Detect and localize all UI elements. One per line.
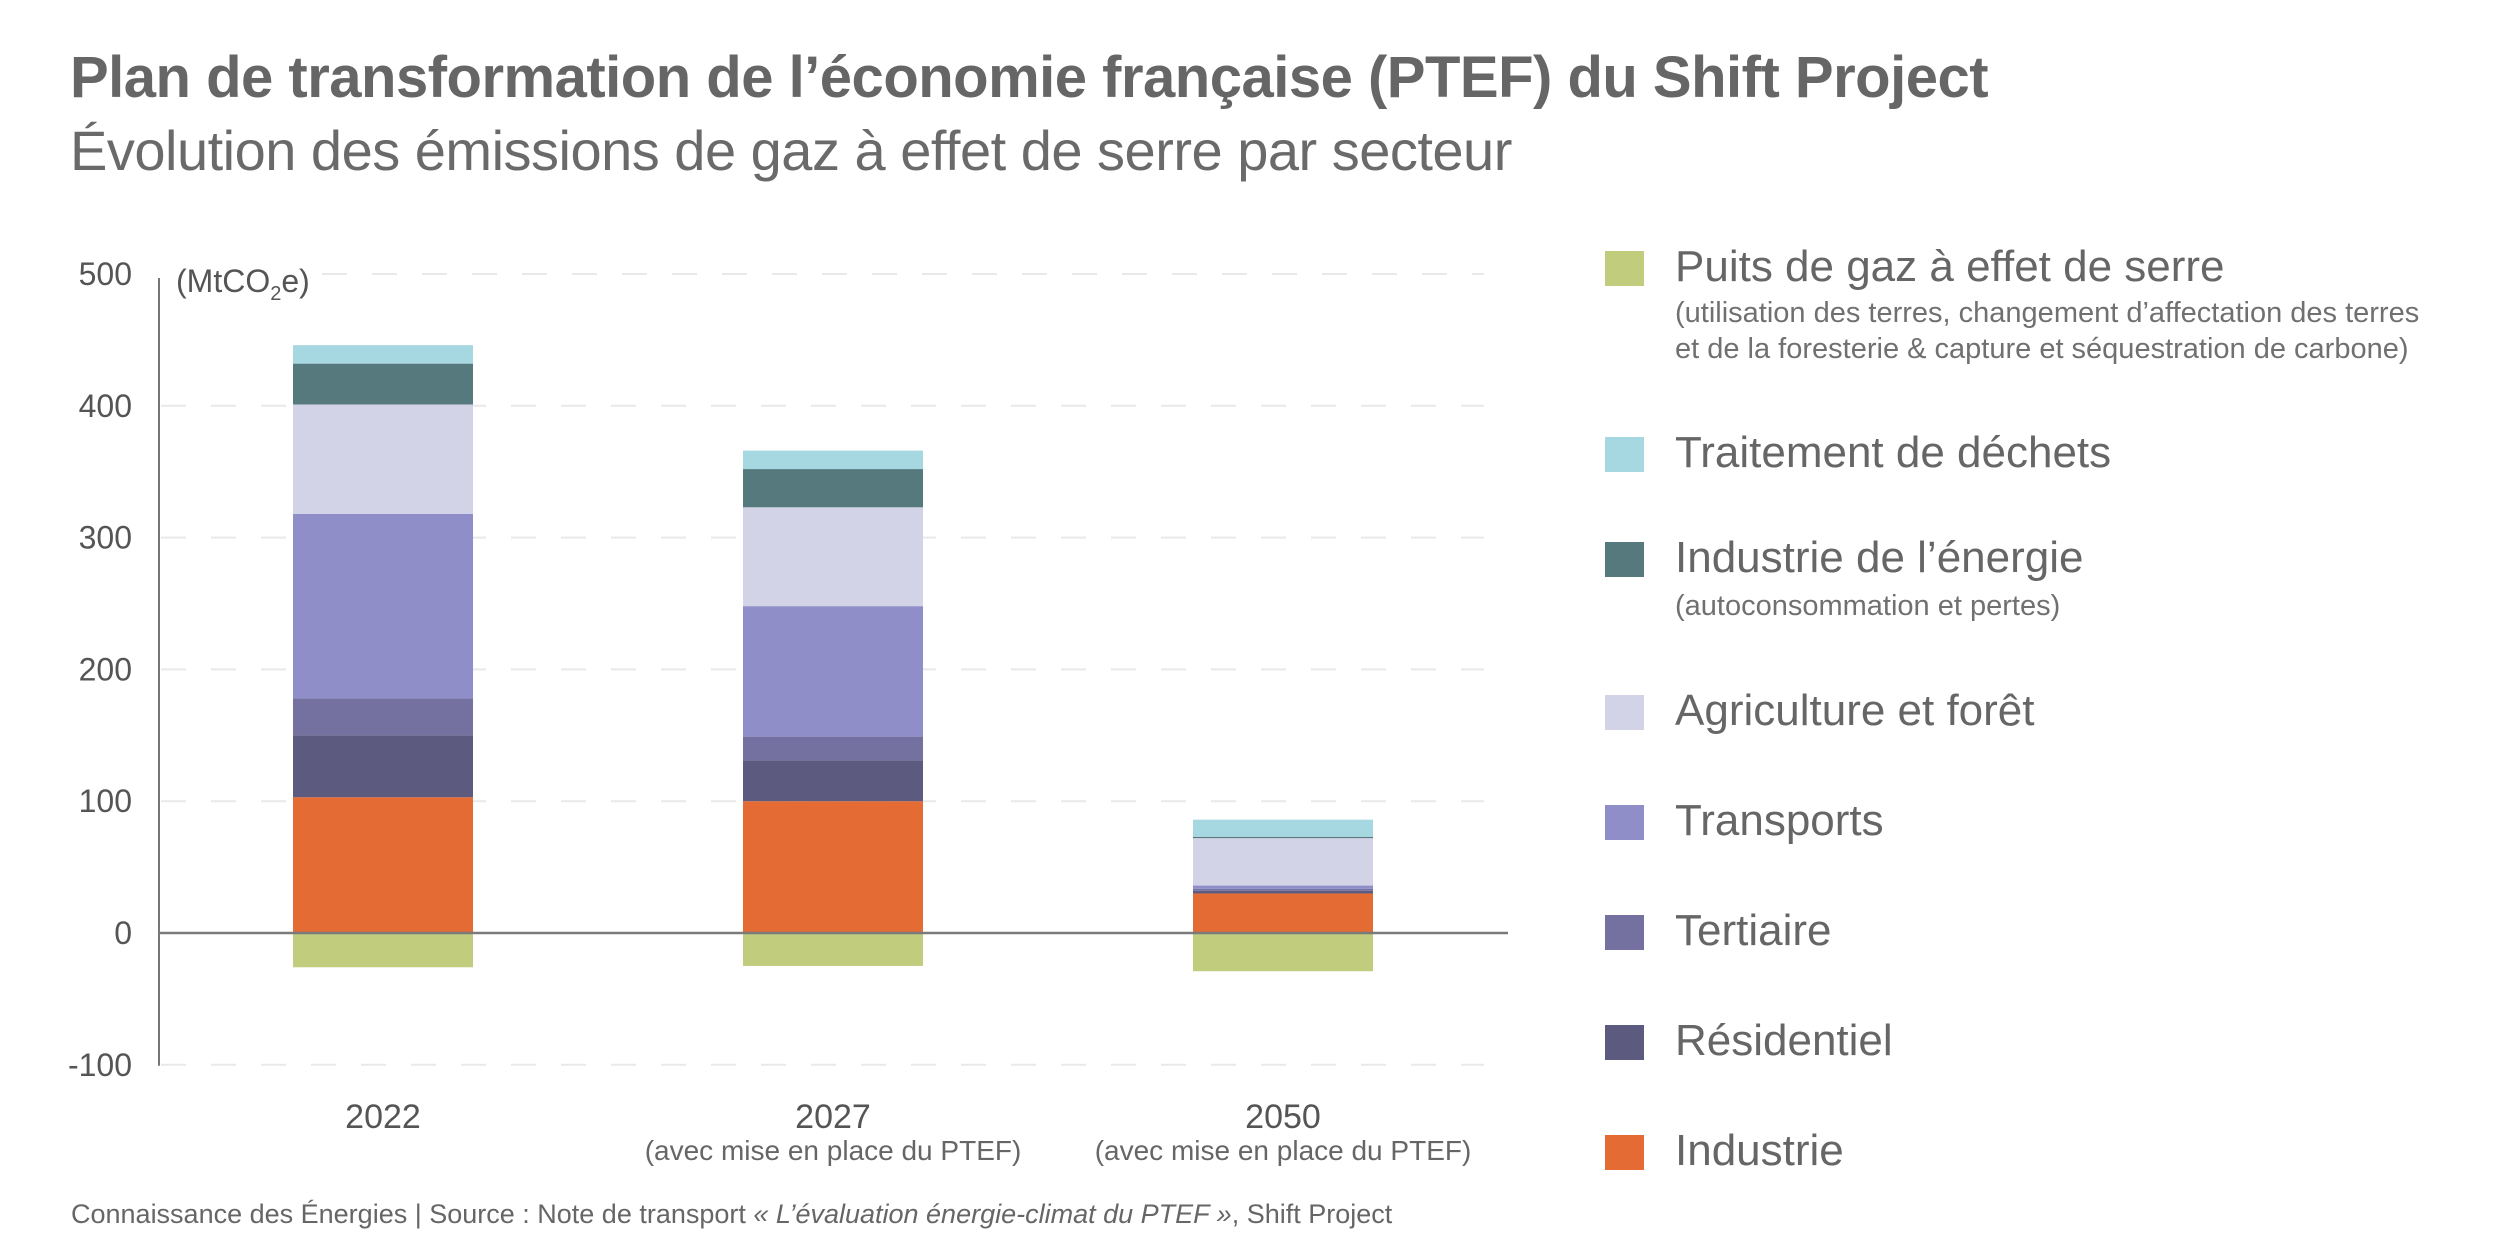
bars — [293, 345, 1373, 972]
legend-swatch — [1605, 542, 1644, 577]
bar-segment — [743, 606, 923, 737]
x-category-label: 2027 — [795, 1098, 871, 1136]
legend-swatch — [1605, 437, 1644, 472]
bar-segment — [743, 507, 923, 607]
y-tick-label: 100 — [79, 783, 132, 819]
bar-segment — [1193, 888, 1373, 891]
bar-segment — [1193, 890, 1373, 894]
axes — [158, 278, 1508, 1066]
bar-segment — [293, 698, 473, 736]
y-tick-label: 200 — [79, 651, 132, 687]
legend-label: Résidentiel — [1675, 1016, 1893, 1065]
bar-segment — [293, 797, 473, 933]
x-category-note: (avec mise en place du PTEF) — [645, 1135, 1022, 1166]
bar-segment — [293, 404, 473, 514]
y-tick-label: 500 — [79, 256, 132, 292]
chart-subtitle: Évolution des émissions de gaz à effet d… — [70, 119, 1512, 182]
footer-source-suffix: , Shift Project — [1231, 1199, 1393, 1229]
bar-segment — [293, 345, 473, 364]
legend-label: Puits de gaz à effet de serre — [1675, 242, 2225, 291]
y-tick-label: -100 — [68, 1047, 132, 1083]
bar-segment — [293, 513, 473, 699]
y-axis-unit-label: (MtCO2e) — [176, 263, 310, 305]
legend-label: Industrie de l’énergie — [1675, 533, 2084, 582]
bar-segment — [1193, 893, 1373, 933]
chart-title: Plan de transformation de l’économie fra… — [70, 45, 1989, 110]
footer-document-title: « L’évaluation énergie-climat du PTEF » — [753, 1199, 1232, 1229]
bar-segment — [293, 363, 473, 405]
legend-label: Traitement de déchets — [1675, 428, 2112, 477]
bar-segment — [743, 736, 923, 761]
y-tick-label: 0 — [114, 915, 132, 951]
bar-segment — [1193, 836, 1373, 839]
bar-segment — [293, 933, 473, 968]
bar-segment — [1193, 933, 1373, 972]
source-footer: Connaissance des Énergies | Source : Not… — [71, 1199, 1392, 1230]
x-category-label: 2022 — [345, 1098, 421, 1136]
legend-swatch — [1605, 251, 1644, 286]
bar-segment — [1193, 838, 1373, 886]
legend-swatch — [1605, 1135, 1644, 1170]
footer-source-text: Connaissance des Énergies | Source : Not… — [71, 1199, 754, 1229]
bar-segment — [743, 450, 923, 470]
bar-segment — [743, 469, 923, 508]
bar-segment — [1193, 819, 1373, 837]
y-tick-label: 300 — [79, 520, 132, 556]
bar-segment — [743, 760, 923, 802]
legend-sublabel: (utilisation des terres, changement d’af… — [1675, 297, 2420, 329]
x-category-label: 2050 — [1245, 1098, 1321, 1136]
bar-segment — [1193, 885, 1373, 889]
legend-label: Transports — [1675, 796, 1884, 845]
y-tick-label: 400 — [79, 388, 132, 424]
legend-sublabel: et de la foresterie & capture et séquest… — [1675, 333, 2409, 365]
bar-segment — [293, 735, 473, 798]
x-category-note: (avec mise en place du PTEF) — [1095, 1135, 1472, 1166]
legend-swatch — [1605, 805, 1644, 840]
legend-swatch — [1605, 915, 1644, 950]
legend-label: Tertiaire — [1675, 906, 1832, 955]
legend-swatch — [1605, 695, 1644, 730]
legend-label: Agriculture et forêt — [1675, 686, 2035, 735]
bar-segment — [743, 801, 923, 933]
bar-segment — [743, 933, 923, 966]
legend-swatch — [1605, 1025, 1644, 1060]
legend-sublabel: (autoconsommation et pertes) — [1675, 590, 2061, 622]
legend-label: Industrie — [1675, 1126, 1844, 1175]
